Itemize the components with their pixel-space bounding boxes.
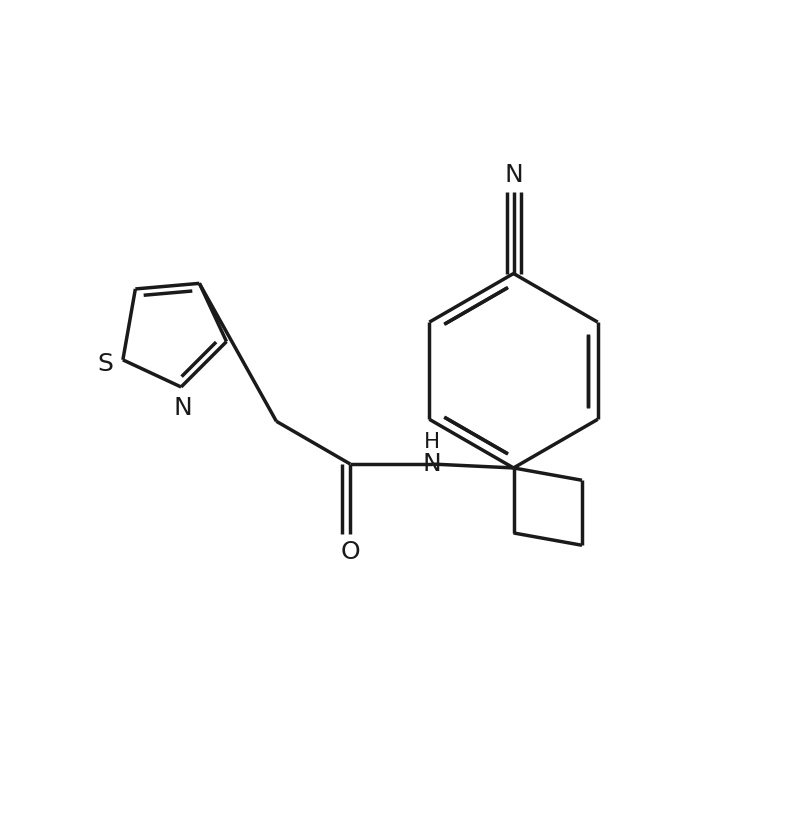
Text: N: N (173, 396, 192, 420)
Text: N: N (423, 452, 441, 476)
Text: O: O (340, 540, 360, 564)
Text: S: S (97, 351, 113, 375)
Text: N: N (504, 163, 523, 187)
Text: H: H (424, 432, 440, 452)
